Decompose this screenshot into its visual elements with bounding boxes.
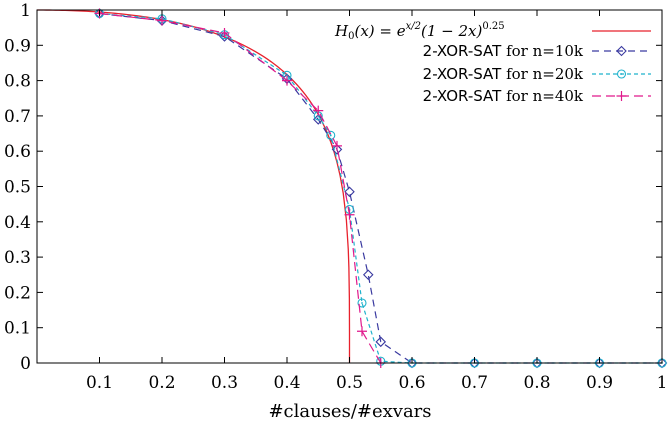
x-tick-label: 0.5 <box>336 373 363 393</box>
data-point-20k <box>357 298 367 308</box>
x-tick-label: 0.8 <box>523 373 550 393</box>
legend-formula-exp1: x/2 <box>406 21 421 32</box>
svg-text:2-XOR-SAT for n=10k: 2-XOR-SAT for n=10k <box>423 42 584 60</box>
legend-entry-function: H0(x) = ex/2(1 − 2x)0.25 <box>334 21 651 42</box>
data-point-20k <box>326 130 336 140</box>
legend-label-10k-series: 2-XOR-SAT <box>423 42 502 60</box>
legend-label-40k-n: for n=40k <box>501 87 584 105</box>
x-tick-label: 0.1 <box>86 373 113 393</box>
data-point-center-20k <box>329 134 332 137</box>
data-point-10k <box>312 114 324 125</box>
tick-labels: 0.1 0.2 0.3 0.4 0.5 0.6 0.7 0.8 0.9 1 0 0.1 0.2 0.3 0.… <box>4 1 667 393</box>
data-point-40k <box>313 105 324 116</box>
legend-formula-mid: (x) = e <box>354 22 405 40</box>
legend-entry-20k: 2-XOR-SAT for n=20k <box>423 65 651 83</box>
data-point-center-20k <box>361 302 363 304</box>
data-point-40k <box>332 140 342 151</box>
legend-label-10k-n: for n=10k <box>501 42 584 60</box>
svg-text:H0(x) = ex/2(1 − 2x)0.25: H0(x) = ex/2(1 − 2x)0.25 <box>334 21 505 42</box>
legend-label-40k-series: 2-XOR-SAT <box>423 87 502 105</box>
y-tick-label: 0.1 <box>4 319 31 339</box>
data-point-40k <box>282 75 292 86</box>
data-point-40k <box>344 209 355 220</box>
y-tick-label: 1 <box>20 1 31 21</box>
x-tick-label: 0.9 <box>586 373 613 393</box>
x-axis-label: #clauses/#exvars <box>268 401 431 422</box>
x-tick-label: 0.7 <box>461 373 488 393</box>
y-tick-label: 0.8 <box>4 72 31 92</box>
x-tick-label: 0.6 <box>398 373 425 393</box>
legend-formula-lhs: H <box>334 22 349 40</box>
y-tick-label: 0.4 <box>4 213 31 233</box>
x-tick-label: 0.3 <box>211 373 238 393</box>
legend-marker-40k <box>616 91 627 101</box>
y-tick-label: 0.3 <box>4 248 31 268</box>
axis-ticks <box>37 9 663 364</box>
x-tick-label: 0.2 <box>148 373 175 393</box>
y-tick-label: 0.5 <box>4 178 31 198</box>
series-line-function <box>37 9 351 364</box>
x-tick-label: 0.4 <box>273 373 300 393</box>
y-tick-label: 0.9 <box>4 36 31 56</box>
data-point-40k <box>219 27 230 38</box>
legend-marker-20k <box>616 69 627 79</box>
legend: H0(x) = ex/2(1 − 2x)0.25 2-XOR-SAT for n… <box>334 21 651 105</box>
plot-area <box>37 8 668 369</box>
legend-entry-10k: 2-XOR-SAT for n=10k <box>423 42 651 60</box>
legend-formula-sub: 0 <box>348 31 354 42</box>
legend-marker-20k-dot <box>620 73 623 75</box>
series-line-40k <box>99 12 382 364</box>
svg-text:2-XOR-SAT for n=40k: 2-XOR-SAT for n=40k <box>423 87 584 105</box>
data-point-40k <box>357 326 367 337</box>
y-tick-label: 0.2 <box>4 283 31 303</box>
y-tick-label: 0.6 <box>4 142 31 162</box>
legend-formula-exp2: 0.25 <box>482 21 504 32</box>
data-point-10k <box>362 269 374 281</box>
legend-entry-40k: 2-XOR-SAT for n=40k <box>423 87 651 105</box>
legend-label-20k-n: for n=20k <box>501 65 584 83</box>
data-point-10k <box>375 336 387 348</box>
legend-formula-rest: (1 − 2x) <box>421 22 483 40</box>
data-point-10k <box>344 186 355 198</box>
y-tick-label: 0 <box>20 354 31 374</box>
legend-label-20k-series: 2-XOR-SAT <box>423 65 502 83</box>
legend-marker-10k <box>616 45 627 57</box>
svg-text:2-XOR-SAT for n=20k: 2-XOR-SAT for n=20k <box>423 65 584 83</box>
y-tick-label: 0.7 <box>4 107 31 127</box>
x-tick-label: 1 <box>657 373 668 393</box>
data-point-40k <box>157 15 167 26</box>
